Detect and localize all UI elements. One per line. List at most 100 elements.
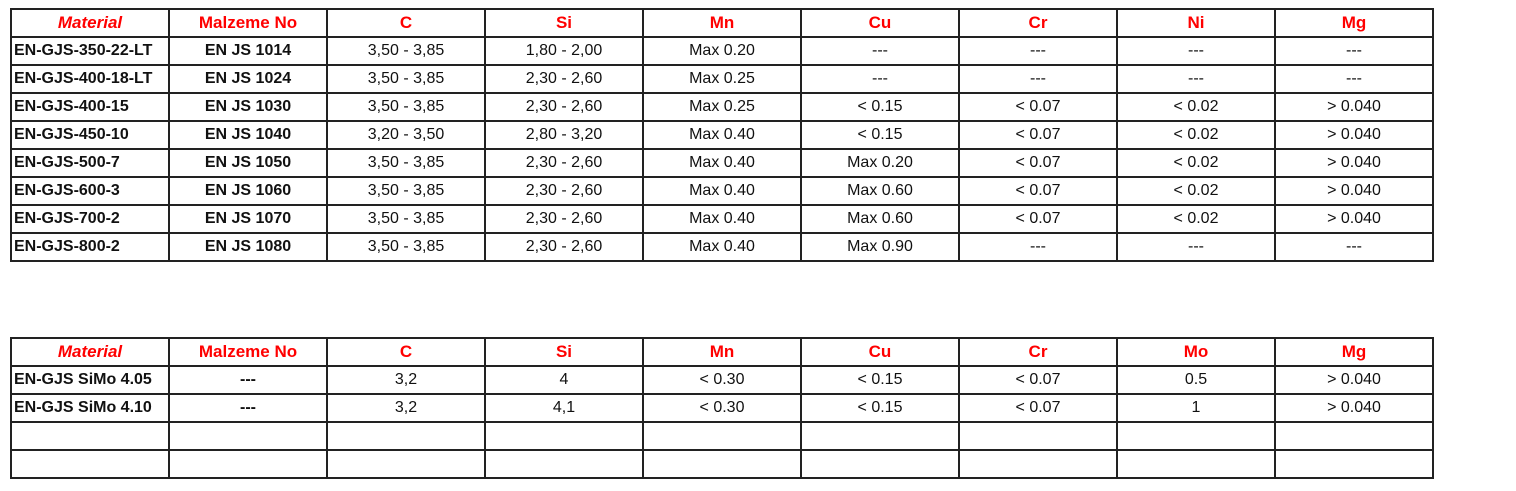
table-cell: EN JS 1070 bbox=[168, 204, 328, 234]
column-header: Si bbox=[484, 337, 644, 367]
table-cell: Max 0.40 bbox=[642, 232, 802, 262]
table-cell: EN JS 1060 bbox=[168, 176, 328, 206]
table-cell: 3,2 bbox=[326, 365, 486, 395]
table-row: EN-GJS-700-2 EN JS 1070 3,50 - 3,85 2,30 - … bbox=[10, 204, 1434, 234]
table-cell: EN-GJS-700-2 bbox=[10, 204, 170, 234]
table-row: EN-GJS-500-7 EN JS 1050 3,50 - 3,85 2,30 - … bbox=[10, 148, 1434, 178]
column-header: Cr bbox=[958, 337, 1118, 367]
table-cell: < 0.02 bbox=[1116, 176, 1276, 206]
table-cell: EN-GJS-600-3 bbox=[10, 176, 170, 206]
table-cell: --- bbox=[1274, 232, 1434, 262]
table-cell: < 0.02 bbox=[1116, 204, 1276, 234]
table-cell bbox=[484, 421, 644, 451]
table-cell: < 0.07 bbox=[958, 393, 1118, 423]
table-cell: EN-GJS-350-22-LT bbox=[10, 36, 170, 66]
table-cell: --- bbox=[1116, 36, 1276, 66]
column-header: Ni bbox=[1116, 8, 1276, 38]
table-cell: EN-GJS-800-2 bbox=[10, 232, 170, 262]
table-cell: 3,20 - 3,50 bbox=[326, 120, 486, 150]
table-cell: --- bbox=[958, 232, 1118, 262]
table-row: EN-GJS SiMo 4.05 --- 3,2 4 < 0.30 < 0.15 < 0.0… bbox=[10, 365, 1434, 395]
column-header: C bbox=[326, 8, 486, 38]
table-cell: 3,50 - 3,85 bbox=[326, 92, 486, 122]
table-cell: --- bbox=[1116, 232, 1276, 262]
table-cell bbox=[1116, 449, 1276, 479]
table-cell: EN-GJS-450-10 bbox=[10, 120, 170, 150]
table-cell: Max 0.20 bbox=[642, 36, 802, 66]
table-row: EN-GJS-350-22-LT EN JS 1014 3,50 - 3,85 1,8… bbox=[10, 36, 1434, 66]
table-row: EN-GJS-800-2 EN JS 1080 3,50 - 3,85 2,30 - … bbox=[10, 232, 1434, 262]
table-cell: Max 0.25 bbox=[642, 64, 802, 94]
table-row bbox=[10, 449, 1434, 479]
table-cell: < 0.15 bbox=[800, 120, 960, 150]
table-cell: EN-GJS SiMo 4.05 bbox=[10, 365, 170, 395]
table-cell: --- bbox=[958, 36, 1118, 66]
table-cell: EN-GJS-400-18-LT bbox=[10, 64, 170, 94]
table-cell bbox=[10, 449, 170, 479]
table-cell bbox=[958, 421, 1118, 451]
column-header: Malzeme No bbox=[168, 8, 328, 38]
table-cell: < 0.30 bbox=[642, 393, 802, 423]
table-cell: EN JS 1024 bbox=[168, 64, 328, 94]
table-cell: 2,30 - 2,60 bbox=[484, 204, 644, 234]
table-cell: EN-GJS SiMo 4.10 bbox=[10, 393, 170, 423]
table-cell: < 0.07 bbox=[958, 204, 1118, 234]
table-cell: Max 0.40 bbox=[642, 204, 802, 234]
table-cell: 3,50 - 3,85 bbox=[326, 64, 486, 94]
table-cell bbox=[326, 421, 486, 451]
table-cell: 3,50 - 3,85 bbox=[326, 232, 486, 262]
table-cell: > 0.040 bbox=[1274, 365, 1434, 395]
table-cell: EN JS 1040 bbox=[168, 120, 328, 150]
table-cell bbox=[642, 449, 802, 479]
column-header: Mn bbox=[642, 337, 802, 367]
table-cell: Max 0.60 bbox=[800, 204, 960, 234]
table-cell: Max 0.20 bbox=[800, 148, 960, 178]
table-cell bbox=[800, 449, 960, 479]
column-header: Mo bbox=[1116, 337, 1276, 367]
table-cell: 1 bbox=[1116, 393, 1276, 423]
table-cell: < 0.07 bbox=[958, 148, 1118, 178]
table-cell bbox=[168, 449, 328, 479]
table-cell: 2,30 - 2,60 bbox=[484, 64, 644, 94]
column-header: Mn bbox=[642, 8, 802, 38]
table-cell bbox=[1274, 449, 1434, 479]
table-cell: Max 0.90 bbox=[800, 232, 960, 262]
table-cell: < 0.02 bbox=[1116, 148, 1276, 178]
table-cell: < 0.02 bbox=[1116, 120, 1276, 150]
table-cell: < 0.02 bbox=[1116, 92, 1276, 122]
table-cell: 3,50 - 3,85 bbox=[326, 204, 486, 234]
table-cell: EN JS 1030 bbox=[168, 92, 328, 122]
table-cell bbox=[168, 421, 328, 451]
table-cell: 2,30 - 2,60 bbox=[484, 176, 644, 206]
table-cell: 2,30 - 2,60 bbox=[484, 232, 644, 262]
table-row: EN-GJS-400-18-LT EN JS 1024 3,50 - 3,85 2,3… bbox=[10, 64, 1434, 94]
table-cell: --- bbox=[800, 36, 960, 66]
table-cell: --- bbox=[800, 64, 960, 94]
table-cell: 2,30 - 2,60 bbox=[484, 92, 644, 122]
table-cell: < 0.15 bbox=[800, 365, 960, 395]
table-cell: < 0.07 bbox=[958, 92, 1118, 122]
table-cell: 3,2 bbox=[326, 393, 486, 423]
table-cell: Max 0.40 bbox=[642, 148, 802, 178]
table-cell: 2,30 - 2,60 bbox=[484, 148, 644, 178]
table-cell: > 0.040 bbox=[1274, 120, 1434, 150]
table-cell: < 0.07 bbox=[958, 120, 1118, 150]
table-cell: > 0.040 bbox=[1274, 176, 1434, 206]
column-header: Cu bbox=[800, 8, 960, 38]
column-header: Mg bbox=[1274, 337, 1434, 367]
table-cell bbox=[800, 421, 960, 451]
header-row: Material Malzeme No C Si Mn Cu Cr Mo Mg bbox=[10, 337, 1434, 367]
table-cell: EN-GJS-400-15 bbox=[10, 92, 170, 122]
table-cell: 3,50 - 3,85 bbox=[326, 176, 486, 206]
table-cell: --- bbox=[1274, 64, 1434, 94]
table-cell bbox=[484, 449, 644, 479]
table-cell bbox=[1116, 421, 1276, 451]
table-cell bbox=[642, 421, 802, 451]
table-cell: > 0.040 bbox=[1274, 92, 1434, 122]
column-header: Material bbox=[10, 8, 170, 38]
table-cell: Max 0.60 bbox=[800, 176, 960, 206]
table-cell: > 0.040 bbox=[1274, 204, 1434, 234]
table-cell: --- bbox=[1274, 36, 1434, 66]
table-cell: > 0.040 bbox=[1274, 393, 1434, 423]
table-cell: --- bbox=[168, 365, 328, 395]
